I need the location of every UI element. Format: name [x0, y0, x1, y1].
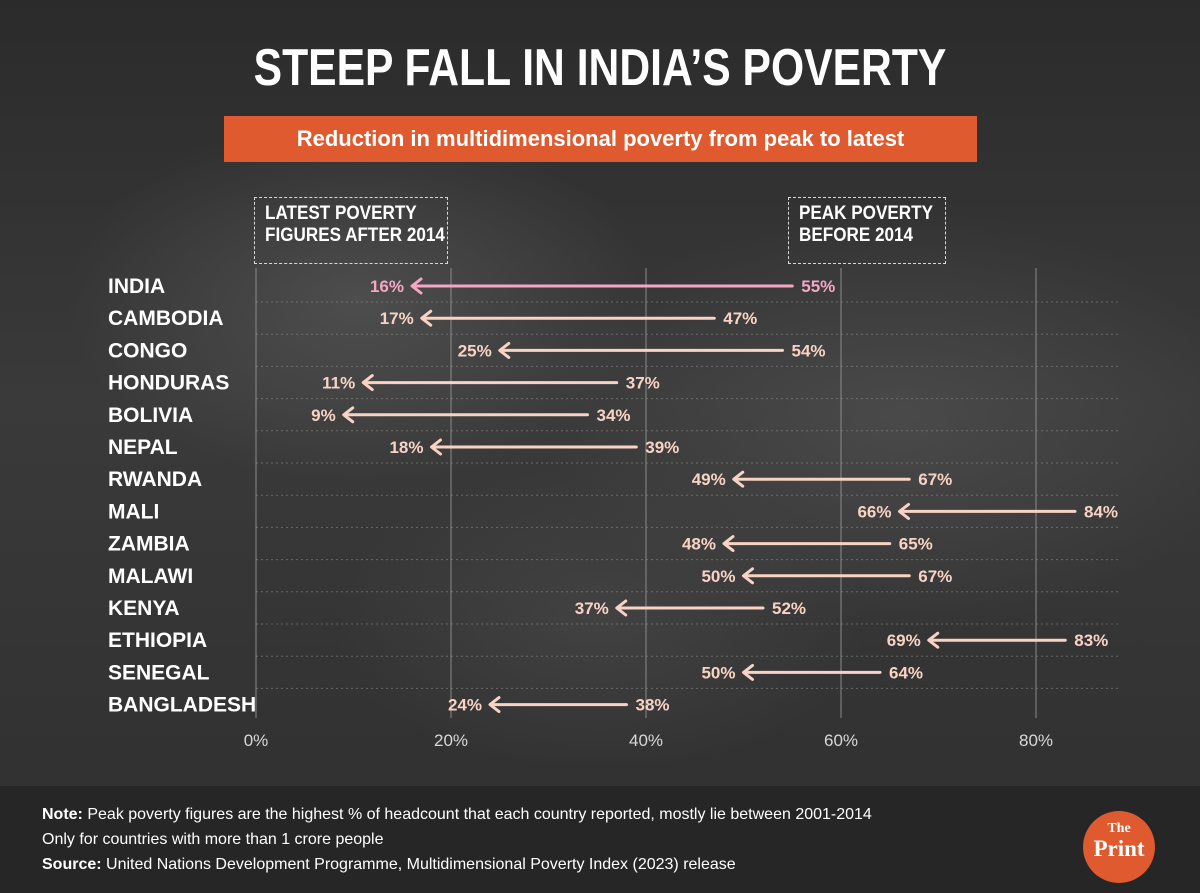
arrow-head [420, 309, 433, 327]
latest-value-label: 11% [322, 374, 355, 393]
note-line-2: Only for countries with more than 1 cror… [42, 831, 384, 848]
latest-value-label: 37% [575, 599, 609, 618]
subtitle-banner: Reduction in multidimensional poverty fr… [224, 116, 977, 162]
peak-value-label: 55% [801, 277, 835, 296]
latest-value-label: 25% [458, 341, 492, 360]
footer: Note: Peak poverty figures are the highe… [0, 786, 1200, 893]
latest-value-label: 50% [701, 663, 735, 682]
peak-value-label: 65% [899, 535, 933, 554]
peak-value-label: 39% [645, 438, 679, 457]
legend-peak-line2: BEFORE 2014 [799, 225, 914, 246]
arrow-head [615, 599, 628, 617]
category-label: NEPAL [108, 436, 178, 459]
peak-value-label: 83% [1074, 631, 1108, 650]
x-tick-label: 80% [1019, 731, 1053, 750]
source-line: Source: United Nations Development Progr… [42, 856, 736, 874]
peak-value-label: 64% [889, 663, 923, 682]
x-tick-label: 60% [824, 731, 858, 750]
peak-value-label: 52% [772, 599, 806, 618]
category-label: KENYA [108, 597, 180, 620]
latest-value-label: 66% [857, 502, 891, 521]
category-label: RWANDA [108, 468, 202, 491]
arrow-head [410, 277, 423, 295]
latest-value-label: 16% [370, 277, 404, 296]
source-label: Source: [42, 856, 102, 873]
source-text: United Nations Development Programme, Mu… [106, 856, 736, 873]
peak-value-label: 54% [792, 341, 826, 360]
peak-value-label: 38% [636, 696, 670, 715]
category-label: ZAMBIA [108, 533, 190, 556]
arrow-head [732, 470, 745, 488]
category-label: MALI [108, 500, 159, 523]
arrow-head [722, 535, 735, 553]
category-label: HONDURAS [108, 372, 229, 395]
arrow-head [361, 374, 374, 392]
legend-latest-line2: FIGURES AFTER 2014 [265, 225, 445, 246]
latest-value-label: 9% [311, 406, 336, 425]
arrow-head [430, 438, 442, 456]
arrow-head [927, 631, 940, 649]
latest-value-label: 48% [682, 535, 716, 554]
arrow-head [342, 406, 355, 424]
note-text: Peak poverty figures are the highest % o… [87, 806, 872, 823]
chart: 0% 20% 40% 60% 80% INDIA 16% 55% CAMBODIA 17% 47% C… [108, 268, 1120, 750]
arrow-head [488, 696, 501, 714]
category-label: INDIA [108, 275, 165, 298]
latest-value-label: 69% [887, 631, 921, 650]
peak-value-label: 67% [918, 567, 952, 586]
peak-value-label: 37% [626, 374, 660, 393]
category-label: MALAWI [108, 565, 193, 588]
page-title: STEEP FALL IN INDIA’S POVERTY [253, 39, 947, 97]
peak-value-label: 84% [1084, 502, 1118, 521]
latest-value-label: 49% [692, 470, 726, 489]
latest-value-label: 17% [380, 309, 414, 328]
category-label: BOLIVIA [108, 404, 193, 427]
x-tick-label: 20% [434, 731, 468, 750]
arrow-head [498, 341, 511, 359]
legend-latest-line1: LATEST POVERTY [265, 203, 417, 224]
legend-peak-line1: PEAK POVERTY [799, 203, 933, 224]
latest-value-label: 50% [701, 567, 735, 586]
arrow-head [898, 502, 910, 520]
category-label: CONGO [108, 339, 187, 362]
latest-value-label: 18% [389, 438, 423, 457]
logo-line1: The [1107, 821, 1131, 836]
note-line: Note: Peak poverty figures are the highe… [42, 806, 872, 824]
arrow-head [742, 663, 754, 681]
latest-value-label: 24% [448, 696, 482, 715]
category-label: BANGLADESH [108, 694, 256, 717]
legend-latest-box: LATEST POVERTY FIGURES AFTER 2014 [254, 197, 448, 264]
arrow-head [742, 567, 754, 585]
logo-line2: Print [1093, 836, 1145, 861]
peak-value-label: 47% [723, 309, 757, 328]
x-tick-label: 0% [244, 731, 269, 750]
peak-value-label: 67% [918, 470, 952, 489]
theprint-logo: The Print [1083, 811, 1155, 883]
category-label: ETHIOPIA [108, 629, 207, 652]
legend-peak-box: PEAK POVERTY BEFORE 2014 [788, 197, 946, 264]
peak-value-label: 34% [597, 406, 631, 425]
x-tick-label: 40% [629, 731, 663, 750]
category-label: CAMBODIA [108, 307, 224, 330]
category-label: SENEGAL [108, 661, 210, 684]
note-label: Note: [42, 806, 83, 823]
